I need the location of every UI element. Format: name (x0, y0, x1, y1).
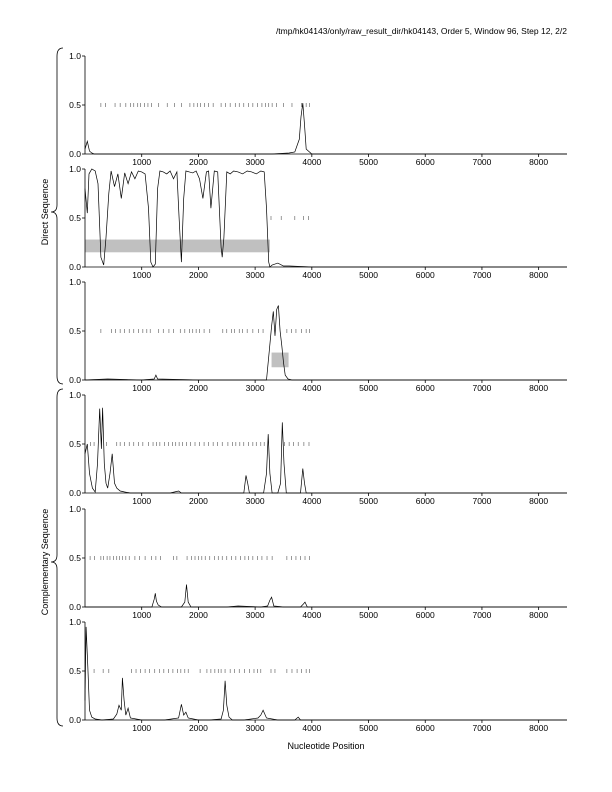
x-tick-label: 4000 (302, 383, 321, 393)
x-tick-label: 1000 (132, 610, 151, 620)
x-tick-label: 7000 (472, 383, 491, 393)
y-tick-label: 0.5 (69, 553, 81, 563)
direct-sequence-label: Direct Sequence (40, 179, 50, 246)
y-tick-label: 1.0 (69, 617, 81, 627)
x-tick-label: 4000 (302, 610, 321, 620)
panel-6: 0.0 0.5 1.0 1000 2000 3000 4000 5000 6000 7000 800… (69, 617, 567, 733)
x-tick-label: 7000 (472, 610, 491, 620)
x-tick-label: 7000 (472, 723, 491, 733)
x-tick-label: 3000 (246, 723, 265, 733)
x-tick-label: 6000 (416, 496, 435, 506)
panels: 0.0 0.5 1.0 1000 2000 3000 4000 5000 6000 7000 800… (69, 51, 567, 733)
series-line (84, 168, 567, 268)
y-tick-label: 1.0 (69, 51, 81, 61)
x-tick-label: 5000 (359, 610, 378, 620)
x-tick-label: 8000 (529, 383, 548, 393)
x-tick-label: 5000 (359, 496, 378, 506)
x-tick-label: 5000 (359, 383, 378, 393)
y-tick-label: 0.5 (69, 326, 81, 336)
series-line (85, 584, 567, 608)
x-tick-label: 4000 (302, 723, 321, 733)
highlight-band (85, 239, 270, 253)
x-tick-label: 3000 (246, 383, 265, 393)
y-tick-label: 0.5 (69, 100, 81, 110)
x-tick-label: 6000 (416, 157, 435, 167)
x-tick-label: 2000 (189, 496, 208, 506)
y-tick-label: 1.0 (69, 277, 81, 287)
y-tick-label: 1.0 (69, 164, 81, 174)
x-tick-label: 6000 (416, 723, 435, 733)
y-tick-label: 1.0 (69, 390, 81, 400)
panel-1: 0.0 0.5 1.0 1000 2000 3000 4000 5000 6000 7000 800… (69, 51, 567, 167)
x-tick-label: 6000 (416, 610, 435, 620)
x-tick-label: 1000 (132, 383, 151, 393)
x-tick-label: 2000 (189, 383, 208, 393)
complementary-sequence-brace (50, 388, 64, 727)
x-tick-label: 1000 (132, 723, 151, 733)
x-tick-label: 2000 (189, 270, 208, 280)
y-tick-label: 0.0 (69, 715, 81, 725)
x-tick-label: 3000 (246, 610, 265, 620)
x-tick-label: 5000 (359, 270, 378, 280)
x-tick-label: 8000 (529, 723, 548, 733)
y-tick-label: 0.0 (69, 488, 81, 498)
x-tick-label: 3000 (246, 496, 265, 506)
x-tick-label: 1000 (132, 270, 151, 280)
x-axis-label: Nucleotide Position (287, 741, 364, 751)
x-tick-label: 6000 (416, 270, 435, 280)
complementary-sequence-group: Complementary Sequence (40, 388, 64, 727)
complementary-sequence-label: Complementary Sequence (40, 509, 50, 616)
y-tick-label: 0.0 (69, 602, 81, 612)
x-tick-label: 7000 (472, 157, 491, 167)
panel-2: 0.0 0.5 1.0 1000 2000 3000 4000 5000 6000 7000 800… (69, 164, 567, 280)
x-tick-label: 8000 (529, 157, 548, 167)
x-tick-label: 5000 (359, 157, 378, 167)
y-tick-label: 0.5 (69, 213, 81, 223)
x-tick-label: 3000 (246, 157, 265, 167)
panel-4: 0.0 0.5 1.0 1000 2000 3000 4000 5000 6000 7000 800… (69, 390, 567, 506)
y-tick-label: 0.0 (69, 262, 81, 272)
series-line (84, 626, 567, 721)
series-line (84, 305, 567, 381)
panel-3: 0.0 0.5 1.0 1000 2000 3000 4000 5000 6000 7000 800… (69, 277, 567, 393)
x-tick-label: 8000 (529, 496, 548, 506)
x-tick-label: 4000 (302, 496, 321, 506)
panel-5: 0.0 0.5 1.0 1000 2000 3000 4000 5000 6000 7000 800… (69, 504, 567, 620)
x-tick-label: 6000 (416, 383, 435, 393)
x-tick-label: 8000 (529, 270, 548, 280)
direct-sequence-group: Direct Sequence (40, 47, 64, 385)
x-tick-label: 4000 (302, 157, 321, 167)
x-tick-label: 8000 (529, 610, 548, 620)
x-tick-label: 7000 (472, 270, 491, 280)
x-tick-label: 1000 (132, 496, 151, 506)
x-tick-label: 2000 (189, 723, 208, 733)
direct-sequence-brace (50, 47, 64, 385)
y-tick-label: 0.0 (69, 149, 81, 159)
y-tick-label: 0.0 (69, 375, 81, 385)
figure-header-title: /tmp/hk04143/only/raw_result_dir/hk04143… (276, 26, 567, 36)
y-tick-label: 0.5 (69, 666, 81, 676)
x-tick-label: 2000 (189, 157, 208, 167)
y-tick-label: 0.5 (69, 439, 81, 449)
y-tick-label: 1.0 (69, 504, 81, 514)
x-tick-label: 5000 (359, 723, 378, 733)
series-line (84, 102, 567, 155)
x-tick-label: 4000 (302, 270, 321, 280)
x-tick-label: 3000 (246, 270, 265, 280)
x-tick-label: 1000 (132, 157, 151, 167)
x-tick-label: 2000 (189, 610, 208, 620)
highlight-band (271, 352, 289, 368)
x-tick-label: 7000 (472, 496, 491, 506)
series-line (84, 407, 567, 494)
